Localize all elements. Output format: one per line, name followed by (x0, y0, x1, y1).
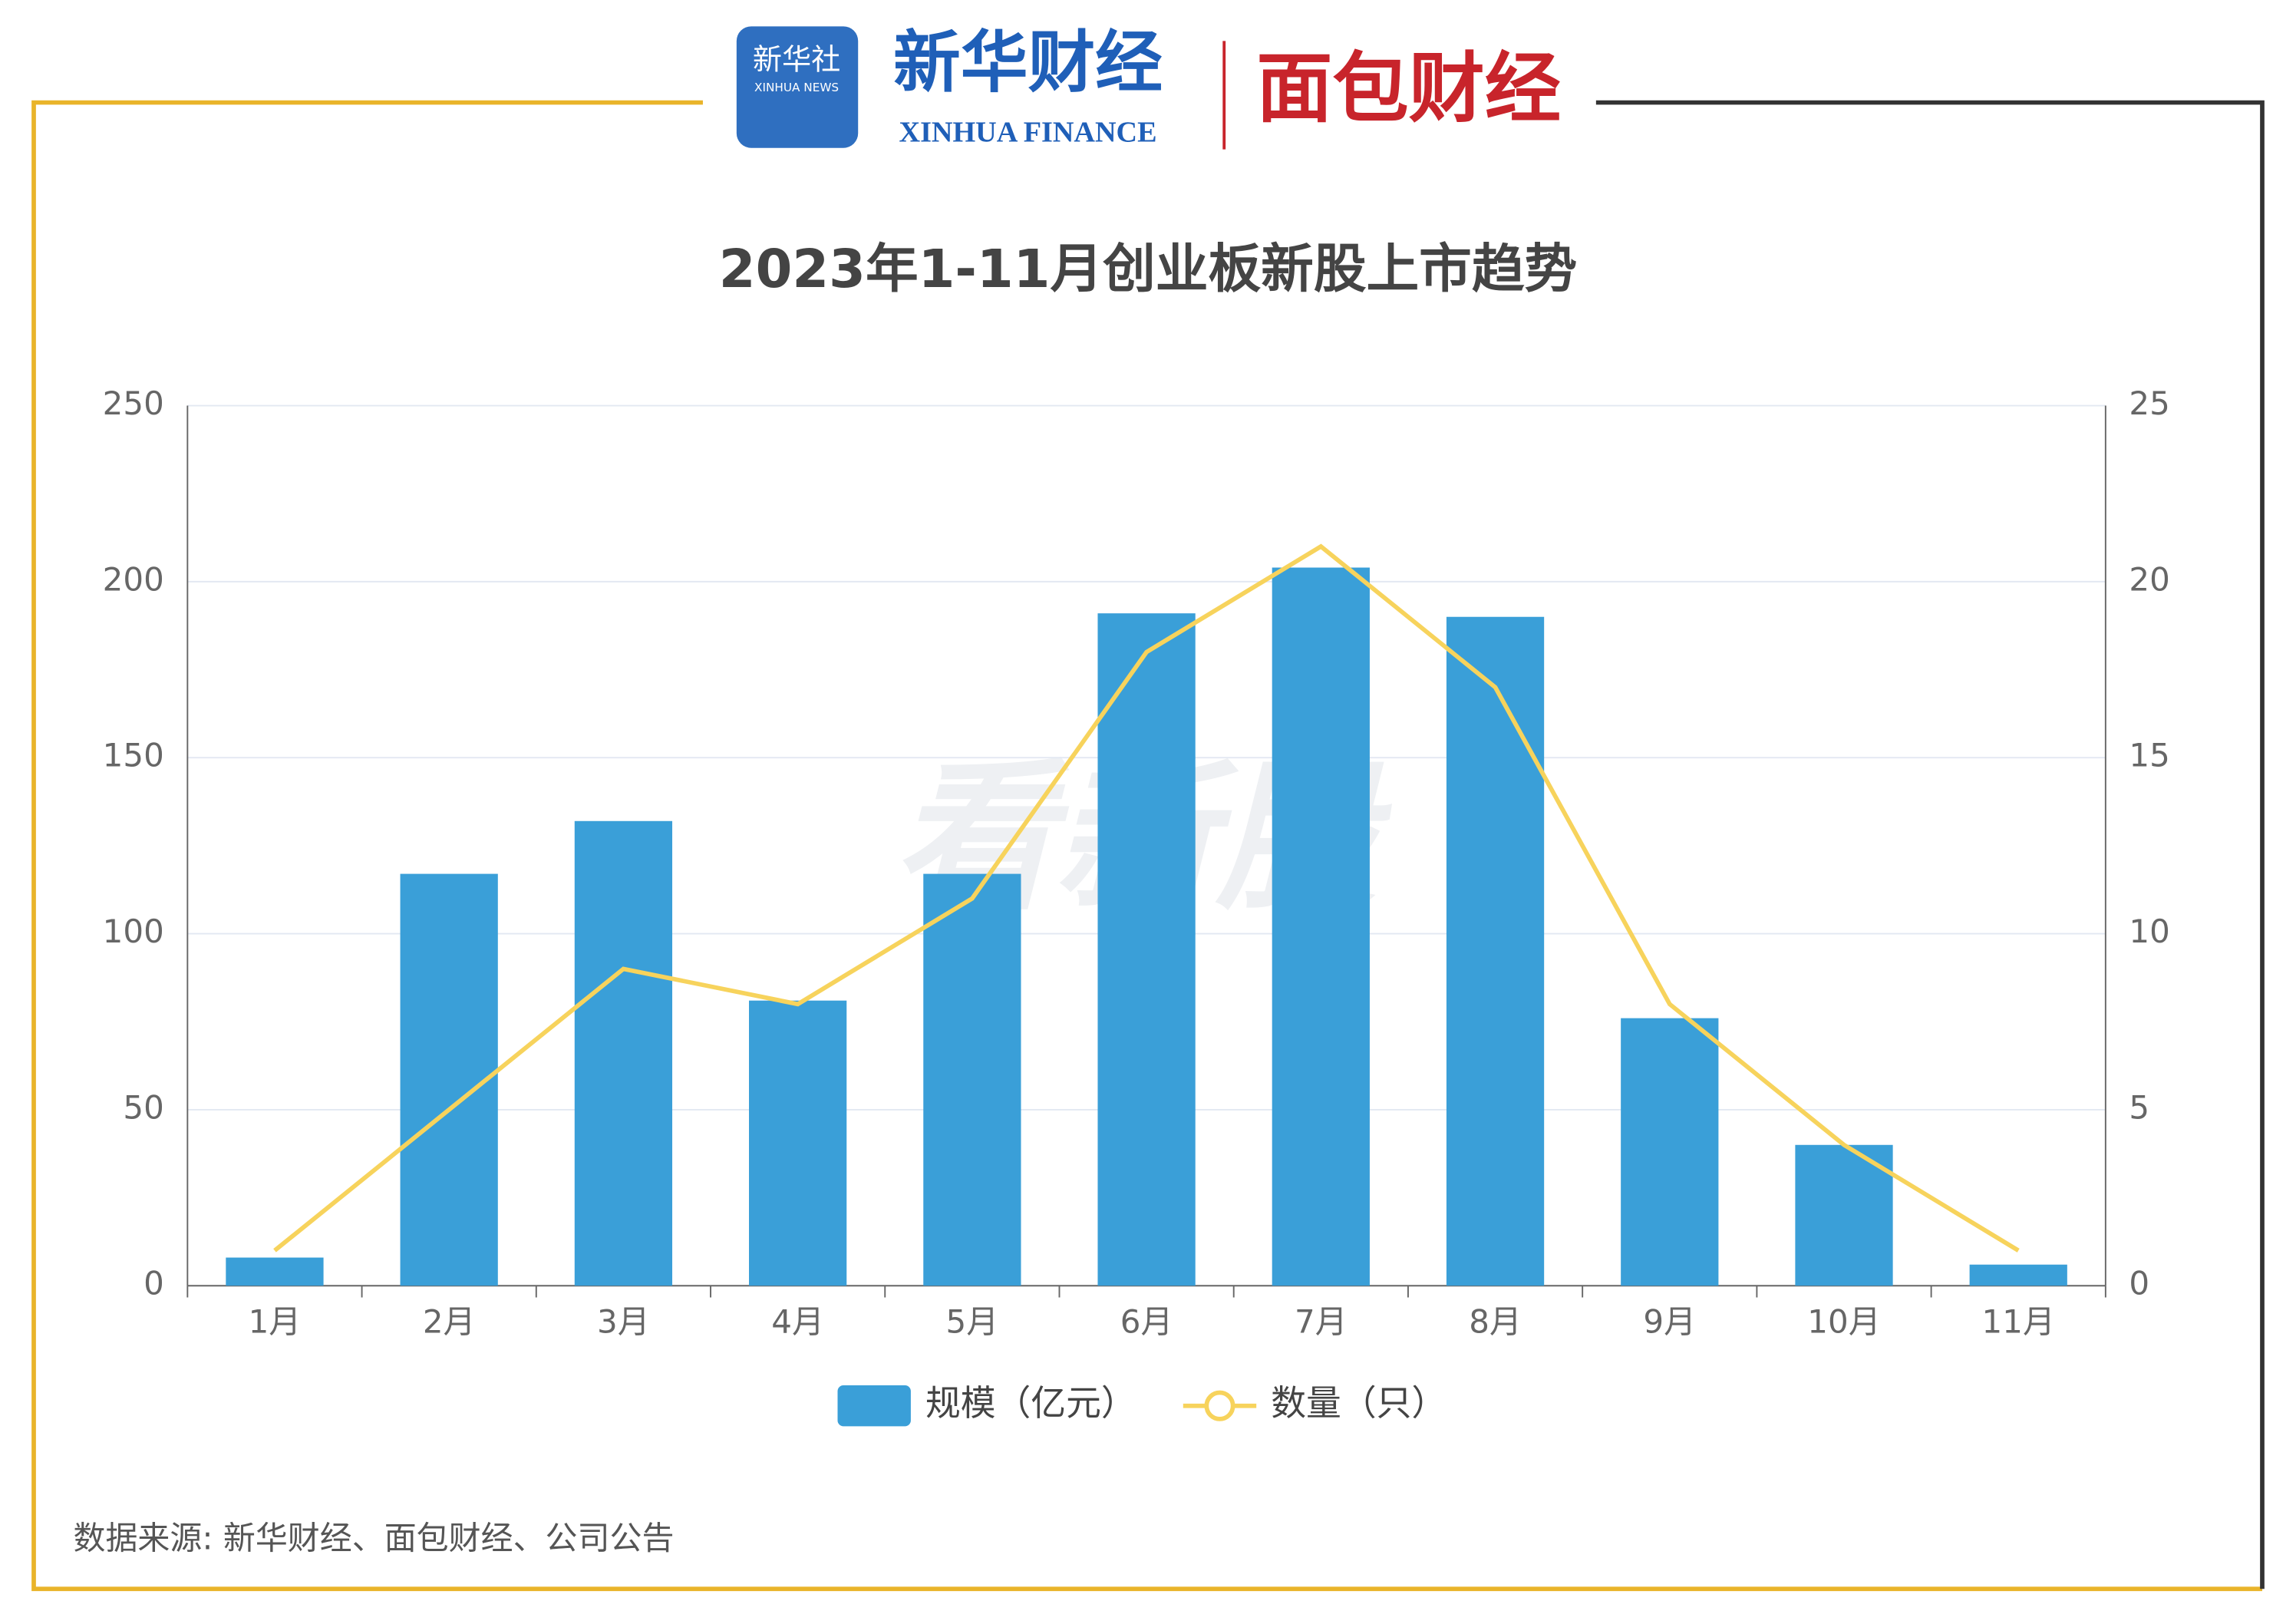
x-tick-label: 4月 (771, 1302, 824, 1340)
y2-tick-label: 10 (2129, 913, 2169, 950)
y-tick-label: 50 (123, 1088, 163, 1126)
logo-box (736, 26, 859, 148)
x-tick-label: 5月 (946, 1302, 999, 1340)
y2-tick-label: 5 (2129, 1088, 2149, 1126)
x-tick-label: 7月 (1295, 1302, 1348, 1340)
y2-tick-label: 0 (2129, 1265, 2149, 1302)
legend-swatch (1204, 1390, 1235, 1421)
logo: XINHUA NEWS (754, 81, 839, 94)
legend-label: 规模（亿元） (925, 1382, 1136, 1424)
logo: 新华财经 (893, 26, 1163, 101)
x-tick-label: 2月 (423, 1302, 476, 1340)
x-tick-label: 11月 (1982, 1302, 2055, 1340)
x-tick-label: 8月 (1469, 1302, 1522, 1340)
legend-swatch (837, 1385, 911, 1427)
source: 数据来源: 新华财经、面包财经、公司公告 (74, 1520, 675, 1557)
y-tick-label: 150 (103, 737, 164, 774)
logo: 面包财经 (1256, 45, 1561, 133)
y-tick-label: 200 (103, 560, 164, 598)
bar (1097, 613, 1196, 1286)
x-tick-label: 9月 (1643, 1302, 1696, 1340)
bar (1969, 1264, 2067, 1286)
logo: XINHUA FINANCE (899, 116, 1157, 148)
bar (400, 873, 498, 1286)
x-tick-label: 3月 (597, 1302, 650, 1340)
logo: 新华社 (753, 43, 840, 77)
y-tick-label: 250 (103, 385, 164, 422)
line (273, 543, 2020, 1253)
bar (749, 1000, 847, 1286)
chart-title: 2023年1-11月创业板新股上市趋势 (719, 239, 1577, 300)
bar (923, 873, 1021, 1286)
bar (1621, 1018, 1719, 1286)
y-tick-label: 0 (144, 1265, 164, 1302)
x-tick-label: 1月 (249, 1302, 302, 1340)
bar (574, 820, 673, 1286)
x-tick-label: 6月 (1120, 1302, 1173, 1340)
bar (1272, 567, 1370, 1286)
frame (31, 100, 2265, 1592)
y-tick-label: 100 (103, 913, 164, 950)
x-tick-label: 10月 (1807, 1302, 1880, 1340)
bar (1446, 616, 1545, 1286)
y2-tick-label: 15 (2129, 737, 2169, 774)
bar (1795, 1144, 1893, 1286)
bar (226, 1257, 324, 1286)
y2-tick-label: 25 (2129, 385, 2169, 422)
legend-label: 数量（只） (1271, 1382, 1447, 1424)
y2-tick-label: 20 (2129, 560, 2169, 598)
